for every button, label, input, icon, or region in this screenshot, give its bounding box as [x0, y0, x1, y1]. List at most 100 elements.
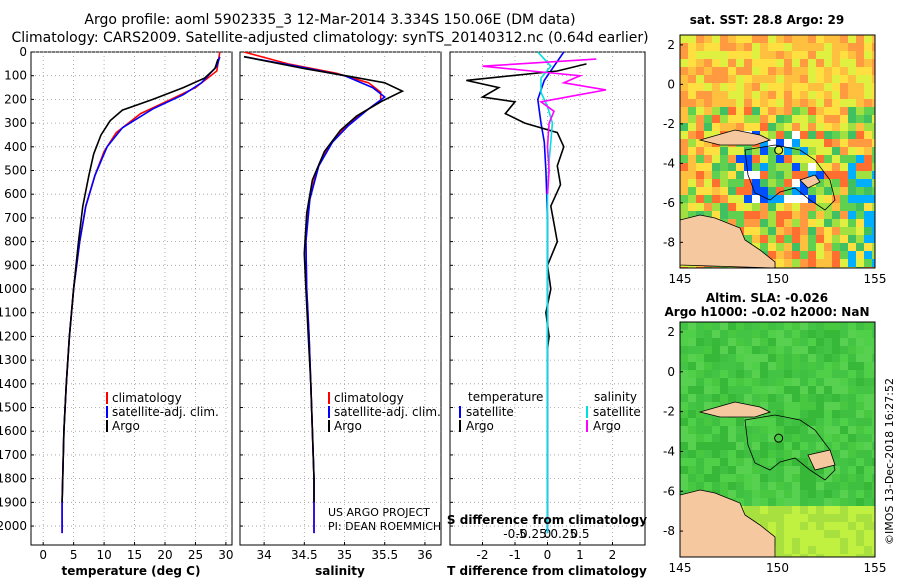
map-cell [840, 139, 848, 147]
map-cell [744, 91, 752, 99]
map-cell [688, 394, 696, 402]
map-cell [776, 474, 784, 482]
map-cell [824, 346, 832, 354]
map-cell [744, 75, 752, 83]
map-cell [832, 546, 840, 554]
map-cell [872, 346, 875, 354]
map-cell [696, 346, 704, 354]
map-cell [832, 346, 840, 354]
map-cell [840, 91, 848, 99]
series-line-t-argo [466, 63, 587, 349]
map-cell [872, 195, 875, 203]
map-cell [800, 466, 808, 474]
map-cell [824, 498, 832, 506]
map-cell [848, 514, 856, 522]
map-cell [776, 99, 784, 107]
depth-tick-labels: 0 100 200 300 400 500 600 700 800 900 1000 1100 1200… [0, 45, 27, 533]
map-cell [768, 195, 776, 203]
map-cell [760, 107, 768, 115]
map-cell [800, 386, 808, 394]
map-cell [696, 91, 704, 99]
map-cell [800, 538, 808, 546]
map-cell [824, 147, 832, 155]
map-cell [856, 346, 864, 354]
map-cell [784, 147, 792, 155]
map-cell [848, 211, 856, 219]
x-tick-label: 25 [188, 548, 203, 562]
map-cell [776, 43, 784, 51]
map-cell [768, 235, 776, 243]
x-tick-label: 20 [157, 548, 172, 562]
map-cell [840, 187, 848, 195]
map-cell [800, 322, 808, 330]
map-y-tick-label: -2 [663, 405, 675, 419]
map-cell [696, 378, 704, 386]
map-cell [856, 410, 864, 418]
map-cell [856, 506, 864, 514]
map-cell [688, 195, 696, 203]
new-britain-outline [744, 144, 836, 211]
map-cell [696, 402, 704, 410]
x2-tick-label: 0.5 [570, 527, 589, 541]
map-cell [752, 394, 760, 402]
map-cell [680, 43, 688, 51]
map-cell [728, 426, 736, 434]
map-cell [752, 386, 760, 394]
map-cell [784, 67, 792, 75]
map-cell [712, 346, 720, 354]
map-cell [808, 442, 816, 450]
map-cell [792, 490, 800, 498]
new-ireland-land [698, 401, 772, 418]
map-cell [744, 330, 752, 338]
map-cell [768, 522, 776, 530]
map-cell [784, 91, 792, 99]
map-cell [824, 235, 832, 243]
map-cell [872, 474, 875, 482]
map-cell [792, 554, 800, 557]
map-cell [784, 171, 792, 179]
map-cell [872, 410, 875, 418]
map-cell [832, 187, 840, 195]
map-cell [752, 506, 760, 514]
map-cell [736, 426, 744, 434]
legend-label-climatology: climatology [112, 391, 182, 405]
map-cell [832, 466, 840, 474]
map-cell [728, 370, 736, 378]
map-cell [848, 139, 856, 147]
map-cell [816, 195, 824, 203]
map-cell [736, 219, 744, 227]
map-cell [704, 434, 712, 442]
map-cell [784, 514, 792, 522]
map-cell [832, 115, 840, 123]
map-cell [736, 346, 744, 354]
map-cell [864, 43, 872, 51]
map-cell [872, 179, 875, 187]
map-cell [784, 362, 792, 370]
map-cell [824, 490, 832, 498]
map-cell [728, 211, 736, 219]
map-cell [824, 538, 832, 546]
map-cell [848, 450, 856, 458]
map-cell [752, 99, 760, 107]
map-cell [808, 235, 816, 243]
map-cell [808, 35, 816, 43]
credit-line2: PI: DEAN ROEMMICH [328, 520, 441, 533]
map-cell [760, 99, 768, 107]
x-tick-label: 0 [39, 548, 47, 562]
map-cell [776, 219, 784, 227]
map-cell [776, 75, 784, 83]
map-cell [768, 179, 776, 187]
map-cell [736, 322, 744, 330]
map-cell [776, 251, 784, 259]
map-cell [704, 83, 712, 91]
x-tick-label: 35.5 [371, 548, 398, 562]
map-cell [768, 147, 776, 155]
map-cell [840, 115, 848, 123]
map-cell [840, 546, 848, 554]
map-cell [824, 530, 832, 538]
map-cell [824, 378, 832, 386]
map-cell [680, 386, 688, 394]
map-cell [704, 203, 712, 211]
map-cell [696, 99, 704, 107]
map-cell [840, 442, 848, 450]
